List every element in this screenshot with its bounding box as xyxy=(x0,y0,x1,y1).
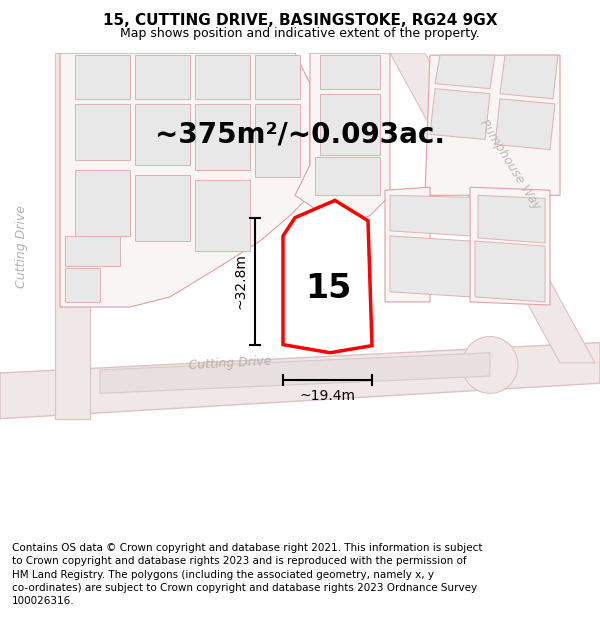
Text: Map shows position and indicative extent of the property.: Map shows position and indicative extent… xyxy=(120,27,480,40)
Polygon shape xyxy=(55,53,90,419)
Polygon shape xyxy=(65,269,100,302)
Polygon shape xyxy=(65,236,120,266)
Text: 15: 15 xyxy=(305,272,351,305)
Polygon shape xyxy=(295,53,390,226)
Polygon shape xyxy=(100,352,490,393)
Polygon shape xyxy=(430,89,490,139)
Text: ~32.8m: ~32.8m xyxy=(234,253,248,309)
Polygon shape xyxy=(390,53,595,363)
Text: 15, CUTTING DRIVE, BASINGSTOKE, RG24 9GX: 15, CUTTING DRIVE, BASINGSTOKE, RG24 9GX xyxy=(103,13,497,28)
Polygon shape xyxy=(75,55,130,99)
Polygon shape xyxy=(315,157,380,195)
Text: ~375m²/~0.093ac.: ~375m²/~0.093ac. xyxy=(155,121,445,148)
Text: ~19.4m: ~19.4m xyxy=(299,389,355,403)
Polygon shape xyxy=(255,104,300,177)
Polygon shape xyxy=(60,53,310,307)
Polygon shape xyxy=(478,195,545,243)
Polygon shape xyxy=(195,180,250,251)
Polygon shape xyxy=(500,55,558,99)
Polygon shape xyxy=(0,342,600,419)
Polygon shape xyxy=(470,188,550,305)
Text: Pumphouse Way: Pumphouse Way xyxy=(477,118,543,212)
Circle shape xyxy=(462,336,518,393)
Polygon shape xyxy=(475,241,545,302)
Polygon shape xyxy=(75,104,130,160)
Text: Contains OS data © Crown copyright and database right 2021. This information is : Contains OS data © Crown copyright and d… xyxy=(12,543,482,606)
Polygon shape xyxy=(283,201,372,352)
Polygon shape xyxy=(320,94,380,154)
Polygon shape xyxy=(75,170,130,236)
Polygon shape xyxy=(495,99,555,149)
Polygon shape xyxy=(390,195,470,236)
Polygon shape xyxy=(135,55,190,99)
Polygon shape xyxy=(390,236,470,297)
Polygon shape xyxy=(135,175,190,241)
Polygon shape xyxy=(255,55,300,99)
Polygon shape xyxy=(135,104,190,165)
Text: Cutting Drive: Cutting Drive xyxy=(188,354,272,371)
Polygon shape xyxy=(195,104,250,170)
Polygon shape xyxy=(320,55,380,89)
Text: Cutting Drive: Cutting Drive xyxy=(16,204,29,288)
Polygon shape xyxy=(385,188,430,302)
Polygon shape xyxy=(435,55,495,89)
Polygon shape xyxy=(425,55,560,195)
Polygon shape xyxy=(195,55,250,99)
